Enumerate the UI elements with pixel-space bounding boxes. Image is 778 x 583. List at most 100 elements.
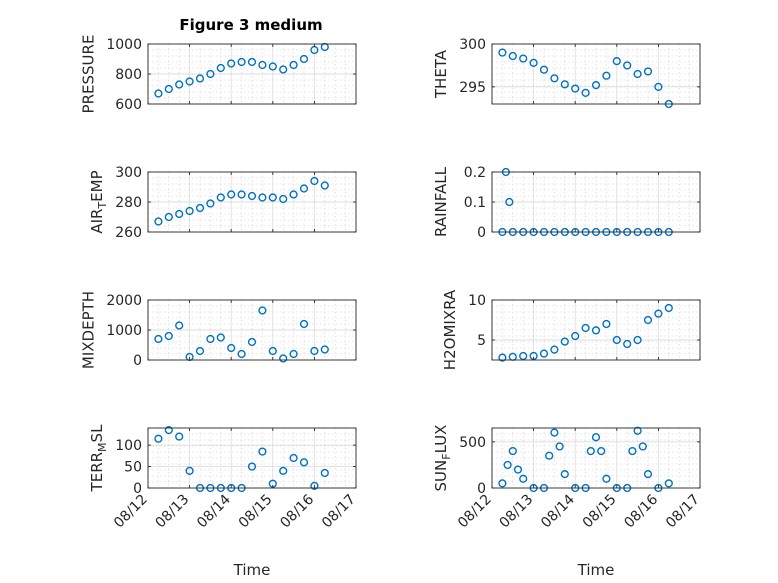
x-tick-label: 08/14 (194, 491, 234, 531)
data-point (602, 474, 611, 483)
data-point (550, 428, 559, 437)
data-point (175, 80, 184, 89)
panel-pressure: 600 800 1000 PRESSURE (80, 35, 357, 113)
data-point (623, 61, 632, 70)
data-point (175, 321, 184, 330)
data-point (247, 57, 257, 67)
data-point (299, 184, 309, 193)
panel-terr-msl: 0 50 100 08/12 08/13 08/14 08/15 08/16 08/17 Time… (88, 424, 359, 579)
data-point (237, 190, 246, 199)
x-tick-label: 08/14 (538, 491, 578, 531)
axes-frame (491, 299, 701, 361)
y-tick-label: 0 (477, 225, 486, 241)
data-point (643, 315, 653, 325)
data-point (216, 193, 225, 202)
data-point (539, 349, 549, 358)
panel-air-temp: 260 280 300 AIRTEMP (88, 165, 357, 241)
y-axis-label: THETA (432, 49, 450, 99)
data-point (164, 426, 173, 435)
data-point (247, 337, 257, 347)
data-point (519, 351, 528, 361)
data-point (550, 74, 559, 83)
data-point (154, 334, 163, 344)
y-tick-label: 2000 (106, 293, 142, 309)
data-point (498, 353, 507, 362)
data-point (519, 54, 528, 63)
data-point (664, 479, 673, 488)
data-point (175, 209, 184, 219)
data-point (602, 71, 611, 80)
data-point (638, 442, 647, 451)
y-axis-label: H2OMIXRA (441, 289, 459, 370)
figure-title: Figure 3 medium (179, 16, 322, 34)
data-point (195, 74, 205, 83)
data-point (258, 306, 267, 315)
data-point (279, 65, 288, 74)
data-point (612, 335, 621, 345)
data-point (227, 190, 236, 199)
y-tick-label: 500 (459, 435, 486, 451)
data-point (503, 460, 512, 470)
data-point (505, 197, 514, 207)
data-point (571, 331, 580, 341)
data-point (597, 446, 606, 456)
data-point (289, 60, 298, 70)
data-point (633, 69, 642, 79)
y-tick-label: 50 (124, 460, 142, 476)
data-point (216, 333, 225, 342)
data-point (247, 191, 257, 201)
data-point (216, 63, 225, 73)
data-point (586, 446, 595, 456)
data-point (279, 466, 288, 475)
data-point (560, 80, 569, 89)
y-tick-label: 800 (115, 67, 142, 83)
y-tick-label: 280 (115, 195, 142, 211)
y-axis-label: RAINFALL (432, 166, 450, 237)
data-point (571, 84, 580, 93)
data-point (164, 331, 173, 341)
data-point (560, 470, 569, 479)
data-point (508, 51, 517, 61)
data-point (555, 442, 564, 451)
data-point (206, 199, 215, 208)
data-point (529, 58, 538, 67)
data-point (237, 349, 246, 359)
series-points (154, 176, 329, 226)
data-point (498, 479, 507, 488)
x-tick-label: 08/13 (497, 492, 537, 532)
x-tick-label: 08/16 (621, 491, 661, 531)
data-point (299, 319, 309, 329)
data-point (310, 481, 319, 490)
x-tick-label: 08/15 (580, 492, 620, 532)
data-point (258, 193, 267, 202)
data-point (175, 432, 184, 441)
y-axis-label: SUNFLUX (432, 425, 453, 492)
data-point (185, 77, 194, 86)
data-point (154, 217, 163, 226)
data-point (279, 354, 288, 363)
data-point (164, 212, 173, 222)
data-point (289, 453, 298, 463)
axes-frame (491, 427, 701, 489)
series-points (498, 426, 673, 493)
data-point (268, 193, 277, 202)
series-points (498, 48, 673, 109)
y-tick-label: 1000 (106, 323, 142, 339)
data-point (664, 303, 673, 313)
data-point (591, 326, 601, 335)
data-point (310, 346, 319, 356)
data-point (633, 335, 642, 345)
data-point (320, 345, 329, 354)
data-point (227, 59, 236, 68)
data-point (185, 206, 194, 216)
y-axis-label: AIRTEMP (88, 170, 109, 233)
data-point (206, 69, 215, 79)
y-tick-label: 300 (115, 165, 142, 181)
data-point (258, 60, 267, 70)
y-tick-label: 0 (133, 353, 142, 369)
panel-rainfall: 0 0.1 0.2 RAINFALL (432, 165, 701, 241)
data-point (299, 458, 309, 467)
y-tick-label: 10 (468, 293, 486, 309)
x-tick-label: 08/16 (277, 491, 317, 531)
data-point (612, 57, 621, 66)
